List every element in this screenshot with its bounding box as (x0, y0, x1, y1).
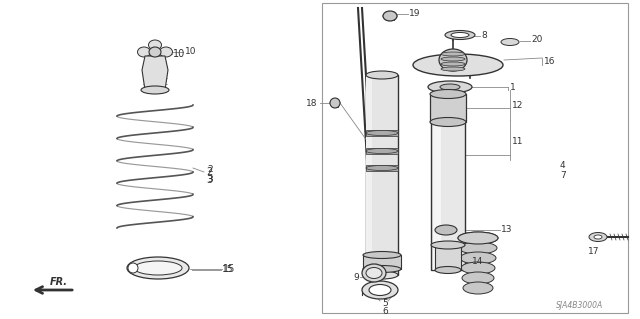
Bar (366, 75, 398, 275)
Text: 19: 19 (409, 9, 420, 18)
Bar (366, 130, 398, 136)
Bar (322, 3, 628, 313)
Text: 2: 2 (206, 167, 212, 177)
Text: 10: 10 (185, 48, 196, 56)
Ellipse shape (439, 49, 467, 71)
Text: 16: 16 (544, 57, 556, 66)
Ellipse shape (149, 47, 161, 57)
Text: 20: 20 (531, 35, 542, 44)
Ellipse shape (128, 263, 138, 273)
Ellipse shape (413, 54, 503, 76)
Ellipse shape (366, 149, 398, 153)
Bar (430, 94, 466, 122)
Bar (366, 165, 398, 171)
Ellipse shape (445, 31, 475, 40)
Ellipse shape (362, 281, 398, 299)
Text: 7: 7 (560, 170, 566, 180)
Ellipse shape (459, 242, 497, 254)
Text: 4: 4 (560, 160, 566, 169)
Ellipse shape (431, 241, 465, 249)
Text: 10: 10 (173, 49, 185, 59)
Ellipse shape (138, 47, 150, 57)
Ellipse shape (589, 233, 607, 241)
Text: 2: 2 (207, 166, 212, 174)
Text: FR.: FR. (50, 277, 68, 287)
Ellipse shape (440, 84, 460, 90)
Ellipse shape (441, 52, 465, 56)
Ellipse shape (430, 117, 466, 127)
Ellipse shape (430, 90, 466, 99)
Ellipse shape (366, 166, 398, 170)
Ellipse shape (441, 62, 465, 66)
Text: SJA4B3000A: SJA4B3000A (556, 300, 604, 309)
Ellipse shape (148, 40, 161, 50)
Ellipse shape (428, 81, 472, 93)
Ellipse shape (435, 225, 457, 235)
Ellipse shape (362, 264, 386, 282)
Ellipse shape (463, 282, 493, 294)
Ellipse shape (330, 98, 340, 108)
Bar (366, 148, 398, 154)
Bar (363, 255, 401, 269)
Ellipse shape (134, 261, 182, 275)
Text: 11: 11 (512, 137, 524, 146)
Ellipse shape (148, 54, 161, 64)
Text: 13: 13 (501, 225, 513, 234)
Ellipse shape (458, 232, 498, 244)
Text: 14: 14 (472, 257, 483, 266)
Text: 15: 15 (222, 265, 234, 275)
Ellipse shape (159, 47, 173, 57)
Ellipse shape (594, 235, 602, 239)
Ellipse shape (366, 71, 398, 79)
Bar (435, 245, 461, 270)
Ellipse shape (461, 262, 495, 274)
Text: 15: 15 (223, 264, 236, 274)
Ellipse shape (501, 39, 519, 46)
Text: 12: 12 (512, 100, 524, 109)
Ellipse shape (451, 33, 469, 38)
Ellipse shape (458, 232, 498, 244)
Ellipse shape (460, 252, 496, 264)
Ellipse shape (366, 268, 382, 278)
Ellipse shape (141, 86, 169, 94)
Text: 1: 1 (510, 84, 516, 93)
Ellipse shape (383, 11, 397, 21)
Bar (431, 100, 465, 270)
Ellipse shape (441, 67, 465, 71)
Ellipse shape (435, 266, 461, 273)
Polygon shape (142, 56, 168, 90)
Ellipse shape (363, 251, 401, 258)
Ellipse shape (369, 285, 391, 295)
Text: 3: 3 (207, 174, 212, 183)
Text: 5: 5 (382, 299, 388, 308)
Text: 3: 3 (206, 175, 212, 185)
Text: 9: 9 (353, 272, 359, 281)
Ellipse shape (462, 272, 494, 284)
Text: 8: 8 (481, 31, 487, 40)
Ellipse shape (363, 265, 401, 272)
Bar (433, 100, 441, 270)
Text: 18: 18 (305, 99, 317, 108)
Bar (366, 75, 372, 275)
Text: 6: 6 (382, 307, 388, 315)
Ellipse shape (366, 130, 398, 136)
Text: 17: 17 (588, 248, 600, 256)
Ellipse shape (366, 271, 398, 279)
Ellipse shape (431, 95, 465, 105)
Ellipse shape (441, 57, 465, 61)
Ellipse shape (127, 257, 189, 279)
